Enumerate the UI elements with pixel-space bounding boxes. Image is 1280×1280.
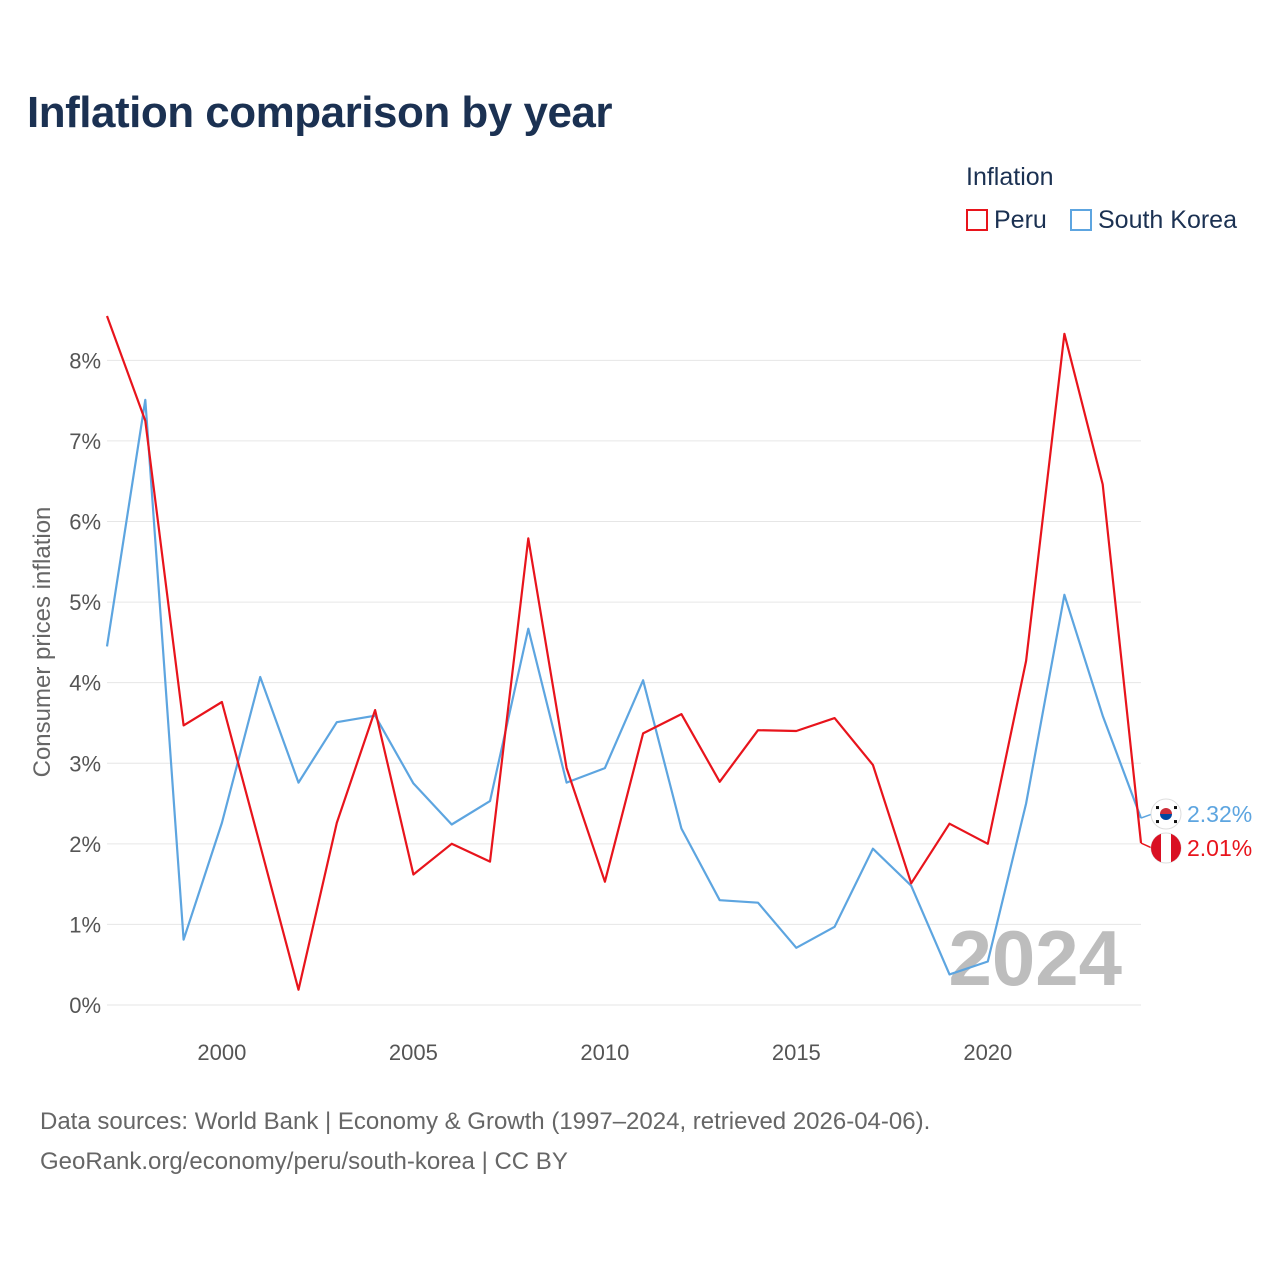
x-axis-ticks: 2000 2005 2010 2015 2020: [197, 1040, 1012, 1065]
y-tick-label: 2%: [69, 832, 101, 857]
x-tick-label: 2010: [580, 1040, 629, 1065]
legend-swatch-peru: [966, 209, 988, 231]
legend-swatch-south-korea: [1070, 209, 1092, 231]
end-value-label: 2.32%: [1187, 801, 1252, 827]
y-tick-label: 4%: [69, 671, 101, 696]
y-tick-label: 1%: [69, 912, 101, 937]
data-source-text: Data sources: World Bank | Economy & Gro…: [40, 1108, 931, 1135]
peru-flag-icon: [1150, 832, 1182, 864]
y-axis-ticks: 0% 1% 2% 3% 4% 5% 6% 7% 8%: [69, 348, 101, 1018]
year-watermark: 2024: [948, 914, 1122, 1002]
source-link[interactable]: GeoRank.org/economy/peru/south-korea | C…: [40, 1148, 568, 1175]
y-tick-label: 3%: [69, 751, 101, 776]
y-tick-label: 0%: [69, 993, 101, 1018]
series-line-south-korea: [105, 398, 1143, 976]
x-tick-label: 2015: [772, 1040, 821, 1065]
y-axis-title: Consumer prices inflation: [29, 507, 56, 778]
grid-lines: [107, 359, 1141, 1006]
x-tick-label: 2020: [963, 1040, 1012, 1065]
legend-label-peru: Peru: [994, 205, 1047, 234]
legend-item-peru[interactable]: Peru: [966, 205, 1047, 235]
end-connector: [1140, 842, 1153, 849]
x-tick-label: 2005: [389, 1040, 438, 1065]
chart-title: Inflation comparison by year: [27, 88, 613, 137]
legend-label-south-korea: South Korea: [1098, 205, 1237, 234]
end-value-label: 2.01%: [1187, 835, 1252, 861]
end-markers: 2.01% 2.32%: [1140, 798, 1252, 864]
y-tick-label: 7%: [69, 429, 101, 454]
legend-item-south-korea[interactable]: South Korea: [1070, 205, 1237, 235]
x-tick-label: 2000: [197, 1040, 246, 1065]
series-line-peru: [105, 315, 1143, 991]
line-chart: 0%1%2%3%4%5%6%7%8% 2000 2005 2010 2015 2020 …: [29, 315, 1252, 1065]
south-korea-flag-icon: [1150, 798, 1182, 830]
legend-title: Inflation: [966, 163, 1054, 191]
series-lines: [105, 315, 1143, 991]
end-connector: [1140, 813, 1153, 819]
y-tick-label: 8%: [69, 348, 101, 373]
y-tick-label: 6%: [69, 510, 101, 535]
y-tick-label: 5%: [69, 590, 101, 615]
